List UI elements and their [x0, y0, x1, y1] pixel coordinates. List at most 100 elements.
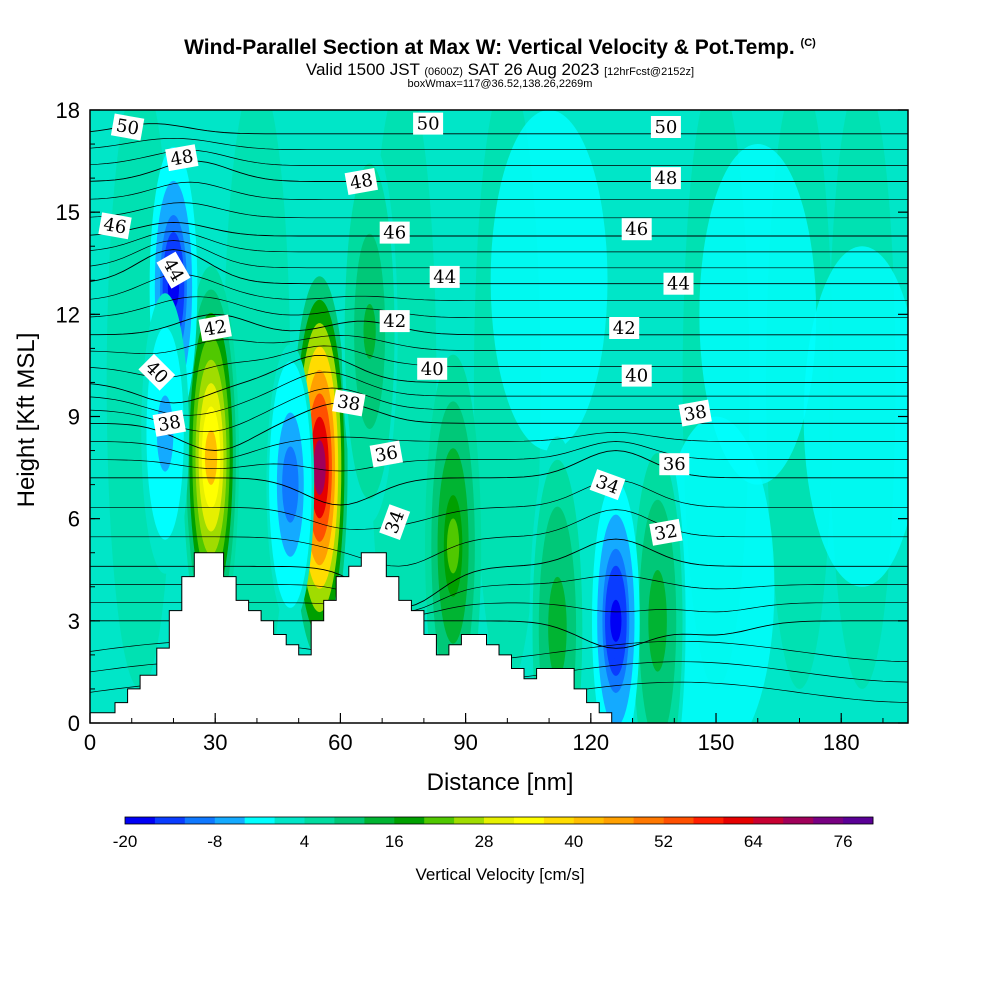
isentrope-minor-line	[90, 240, 908, 269]
isentrope-minor-line	[90, 345, 908, 378]
box-info-line: boxWmax=117@36.52,138.26,2269m	[407, 78, 593, 90]
isentrope-line	[90, 123, 908, 135]
contour-label: 50	[110, 113, 145, 141]
contour-label: 50	[413, 112, 444, 135]
colorbar-swatch	[424, 817, 455, 824]
isentrope-line	[90, 249, 908, 285]
x-tick-label: 180	[823, 730, 860, 755]
contour-label-box	[138, 353, 176, 391]
colorbar-swatch	[125, 817, 156, 824]
y-axis-label: Height [Kft MSL]	[13, 333, 40, 508]
contour-label: 40	[621, 364, 652, 387]
contour-label: 36	[659, 453, 690, 476]
contour-label-text: 32	[653, 520, 679, 545]
isentrope-minor-line	[90, 296, 908, 319]
contour-label-box	[649, 518, 683, 546]
chart-title: Wind-Parallel Section at Max W: Vertical…	[184, 36, 816, 59]
contour-label-text: 46	[102, 214, 128, 239]
contour-label-text: 46	[625, 219, 648, 240]
field-calm-region	[657, 416, 775, 723]
colorbar-swatch	[184, 817, 216, 824]
x-tick-label: 120	[572, 730, 609, 755]
isentrope-minor-line	[90, 273, 908, 302]
colorbar-tick-label: 16	[385, 832, 404, 851]
colorbar-swatch	[753, 817, 784, 824]
contour-label-box	[369, 440, 403, 468]
colorbar-tick-label: -20	[113, 832, 138, 851]
isentrope-line	[90, 221, 908, 237]
isentrope-line	[90, 450, 908, 506]
x-tick-label: 150	[698, 730, 735, 755]
colorbar: -20 -8 4 16 28 40 52 64 76	[113, 816, 874, 851]
isentrope-minor-line	[90, 509, 908, 567]
colorbar-swatch	[334, 817, 365, 824]
contour-label: 48	[344, 168, 378, 195]
contour-label: 44	[663, 272, 694, 295]
contour-label: 46	[98, 212, 132, 240]
contour-label: 48	[165, 144, 199, 172]
colorbar-swatch	[573, 817, 605, 824]
w-core-updraft	[313, 440, 326, 495]
contour-label: 38	[332, 389, 366, 417]
contour-label-box	[659, 453, 690, 476]
colorbar-tick-label: 40	[564, 832, 583, 851]
contour-label-box	[429, 265, 460, 288]
contour-label-text: 42	[202, 316, 228, 341]
isentrope-minor-line	[90, 432, 908, 460]
colorbar-swatch	[633, 817, 664, 824]
colorbar-tick-label: -8	[207, 832, 222, 851]
colorbar-swatch	[543, 817, 575, 824]
colorbar-tick-label: 52	[654, 832, 673, 851]
contour-label: 42	[609, 317, 640, 339]
colorbar-swatch	[723, 817, 754, 824]
contour-label-text: 48	[348, 170, 374, 195]
isentrope-line	[90, 160, 908, 182]
contour-label-text: 50	[417, 114, 440, 135]
contour-label-text: 46	[383, 223, 406, 244]
contour-label: 48	[650, 167, 681, 190]
contour-label-box	[621, 364, 652, 387]
colorbar-swatch	[454, 817, 485, 824]
colorbar-swatch	[843, 817, 874, 824]
contour-label-text: 40	[421, 359, 444, 380]
colorbar-swatch	[364, 817, 395, 824]
colorbar-label: Vertical Velocity [cm/s]	[415, 865, 584, 884]
contour-label-text: 36	[373, 442, 399, 467]
x-tick-label: 0	[84, 730, 96, 755]
colorbar-swatch	[394, 817, 425, 824]
y-tick-label: 0	[68, 711, 80, 736]
field-calm-region	[490, 110, 608, 451]
contour-label: 46	[621, 218, 652, 241]
colorbar-swatch	[304, 817, 335, 824]
w-core-updraft	[363, 303, 376, 359]
contour-label: 46	[379, 221, 410, 244]
contour-label-text: 50	[114, 115, 140, 140]
contour-label-box	[344, 168, 378, 195]
contour-label-box	[650, 167, 681, 190]
contour-label: 50	[650, 116, 681, 138]
contour-label-box	[413, 112, 444, 135]
copyright-mark: (C)	[800, 37, 816, 49]
contour-label-text: 44	[433, 267, 456, 288]
contour-label-text: 38	[156, 411, 182, 436]
contour-label: 32	[649, 518, 683, 546]
y-tick-label: 3	[68, 609, 80, 634]
contour-label: 36	[369, 440, 403, 468]
colorbar-tick-label: 4	[300, 832, 309, 851]
w-core-updraft	[204, 429, 218, 485]
y-tick-label: 6	[68, 507, 80, 532]
y-tick-label: 18	[56, 98, 80, 123]
colorbar-swatch	[783, 817, 814, 824]
colorbar-tick-label: 76	[834, 832, 853, 851]
y-tick-label: 15	[56, 200, 80, 225]
w-core-updraft	[651, 593, 664, 649]
isentrope-minor-line	[90, 231, 908, 253]
contour-label: 40	[417, 357, 448, 380]
colorbar-swatch	[813, 817, 844, 824]
w-core-updraft	[446, 518, 460, 574]
colorbar-frame	[124, 816, 874, 825]
colorbar-swatch	[214, 817, 246, 824]
